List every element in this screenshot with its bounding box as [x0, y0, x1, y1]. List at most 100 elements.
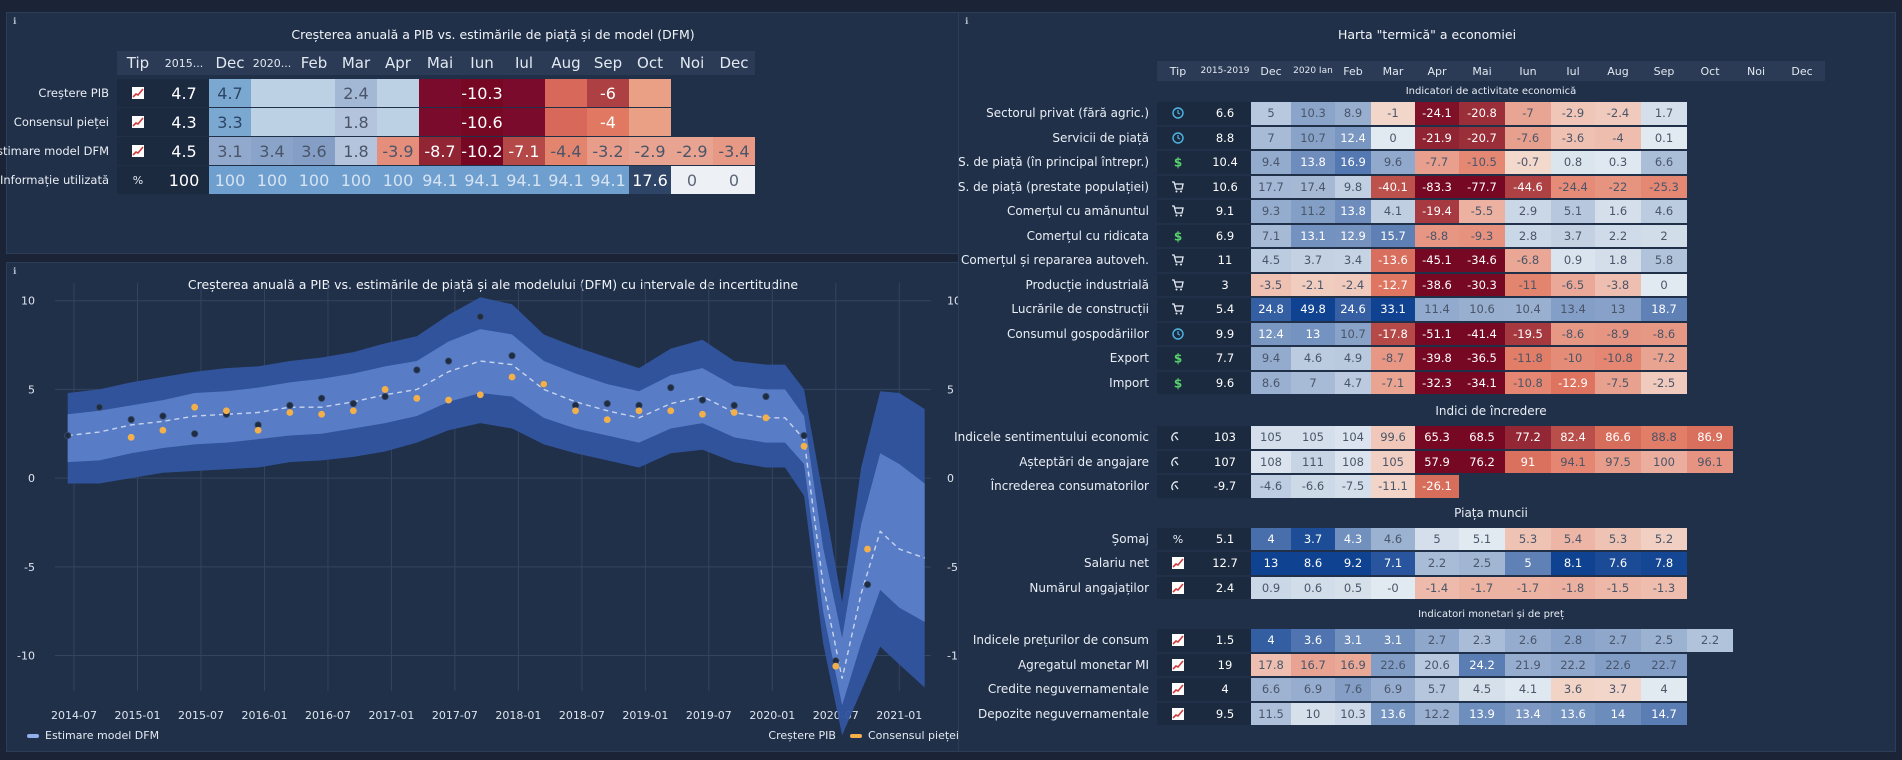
heatmap-cell[interactable]: 11.5 — [1251, 702, 1291, 725]
heatmap-cell[interactable]: 12.7 — [1199, 552, 1251, 575]
column-header[interactable]: Iun — [461, 51, 503, 75]
heatmap-cell[interactable]: 4 — [1641, 678, 1687, 701]
legend-label-consensus[interactable]: Consensul pieței — [867, 729, 959, 742]
heatmap-cell[interactable]: 4.1 — [1371, 200, 1415, 223]
column-header[interactable]: Apr — [377, 51, 419, 75]
heatmap-cell[interactable]: 2.2 — [1595, 224, 1641, 247]
heatmap-cell[interactable]: -2.5 — [1641, 371, 1687, 394]
heatmap-cell[interactable]: 100 — [1641, 450, 1687, 473]
heatmap-cell[interactable]: -40.1 — [1371, 175, 1415, 198]
heatmap-cell[interactable]: -7.5 — [1595, 371, 1641, 394]
heatmap-cell[interactable]: 2.2 — [1687, 629, 1733, 652]
heatmap-cell[interactable]: -7.2 — [1641, 347, 1687, 370]
heatmap-cell[interactable]: 5.8 — [1641, 249, 1687, 272]
table-cell[interactable]: 3.6 — [293, 137, 335, 165]
heatmap-cell[interactable]: 5.1 — [1459, 527, 1505, 550]
heatmap-cell[interactable]: 2.7 — [1595, 629, 1641, 652]
column-header[interactable]: Mar — [335, 51, 377, 75]
heatmap-cell[interactable]: 8.6 — [1251, 371, 1291, 394]
heatmap-cell[interactable]: 0 — [1371, 126, 1415, 149]
heatmap-cell[interactable]: 24.2 — [1459, 653, 1505, 676]
heatmap-cell[interactable]: 4 — [1251, 629, 1291, 652]
heatmap-cell[interactable]: 97.5 — [1595, 450, 1641, 473]
heatmap-cell[interactable]: -3.6 — [1551, 126, 1595, 149]
heatmap-cell[interactable]: -2.1 — [1291, 273, 1335, 296]
heatmap-cell[interactable]: 2.4 — [1199, 576, 1251, 599]
table-cell[interactable]: 94.1 — [503, 166, 545, 194]
heatmap-cell[interactable]: -2.4 — [1595, 102, 1641, 125]
heatmap-cell[interactable]: 5.1 — [1551, 200, 1595, 223]
heatmap-cell[interactable]: 10.7 — [1291, 126, 1335, 149]
heatmap-cell[interactable]: 1.5 — [1199, 629, 1251, 652]
heatmap-cell[interactable]: 17.4 — [1291, 175, 1335, 198]
heatmap-cell[interactable]: 3.7 — [1291, 527, 1335, 550]
heatmap-cell[interactable]: 7.8 — [1641, 552, 1687, 575]
heatmap-cell[interactable]: -24.1 — [1415, 102, 1459, 125]
table-cell[interactable] — [545, 108, 587, 136]
heatmap-cell[interactable]: -12.7 — [1371, 273, 1415, 296]
heatmap-cell[interactable]: 2.8 — [1551, 629, 1595, 652]
heatmap-cell[interactable]: -19.4 — [1415, 200, 1459, 223]
table-cell[interactable]: 94.1 — [419, 166, 461, 194]
heatmap-cell[interactable]: 13 — [1291, 322, 1335, 345]
table-cell[interactable]: 4.3 — [159, 108, 209, 136]
heatmap-cell[interactable]: 5.3 — [1505, 527, 1551, 550]
column-header[interactable]: Noi — [671, 51, 713, 75]
heatmap-cell[interactable]: 3.7 — [1551, 224, 1595, 247]
heatmap-cell[interactable]: 5.7 — [1415, 678, 1459, 701]
heatmap-cell[interactable]: -32.3 — [1415, 371, 1459, 394]
table-cell[interactable]: 94.1 — [461, 166, 503, 194]
heatmap-cell[interactable]: 0.8 — [1551, 151, 1595, 174]
heatmap-cell[interactable]: -8.9 — [1595, 322, 1641, 345]
heatmap-cell[interactable]: 12.2 — [1415, 702, 1459, 725]
table-cell[interactable]: 94.1 — [587, 166, 629, 194]
heatmap-cell[interactable]: 4.5 — [1251, 249, 1291, 272]
heatmap-cell[interactable]: 9.4 — [1251, 347, 1291, 370]
heatmap-cell[interactable]: 1.6 — [1595, 200, 1641, 223]
heatmap-cell[interactable]: 16.7 — [1291, 653, 1335, 676]
table-cell[interactable]: 3.4 — [251, 137, 293, 165]
table-cell[interactable] — [671, 108, 713, 136]
heatmap-column-header[interactable]: Sep — [1641, 61, 1687, 81]
table-cell[interactable] — [629, 79, 671, 107]
heatmap-cell[interactable]: 103 — [1199, 426, 1251, 449]
heatmap-cell[interactable]: -7.6 — [1505, 126, 1551, 149]
heatmap-cell[interactable]: 2.8 — [1505, 224, 1551, 247]
table-cell[interactable] — [713, 108, 755, 136]
heatmap-cell[interactable]: 3.7 — [1291, 249, 1335, 272]
column-header[interactable]: Tip — [117, 51, 159, 75]
heatmap-cell[interactable]: -1.4 — [1415, 576, 1459, 599]
column-header[interactable]: Mai — [419, 51, 461, 75]
table-cell[interactable] — [713, 79, 755, 107]
heatmap-cell[interactable]: 2.6 — [1505, 629, 1551, 652]
heatmap-cell[interactable]: -4.6 — [1251, 475, 1291, 498]
heatmap-cell[interactable]: -8.8 — [1415, 224, 1459, 247]
table-cell[interactable]: 1.8 — [335, 137, 377, 165]
heatmap-cell[interactable]: 10.6 — [1199, 175, 1251, 198]
table-cell[interactable]: -6 — [587, 79, 629, 107]
heatmap-cell[interactable]: -1.8 — [1551, 576, 1595, 599]
heatmap-cell[interactable]: 86.9 — [1687, 426, 1733, 449]
heatmap-column-header[interactable]: Dec — [1779, 61, 1825, 81]
heatmap-cell[interactable]: 10 — [1291, 702, 1335, 725]
heatmap-cell[interactable]: 7.6 — [1335, 678, 1371, 701]
table-cell[interactable]: 17.6 — [629, 166, 671, 194]
heatmap-cell[interactable]: -34.6 — [1459, 249, 1505, 272]
heatmap-cell[interactable]: -24.4 — [1551, 175, 1595, 198]
heatmap-column-header[interactable]: 2020 Ian — [1291, 61, 1335, 81]
heatmap-cell[interactable]: 10.6 — [1459, 298, 1505, 321]
heatmap-cell[interactable]: 49.8 — [1291, 298, 1335, 321]
heatmap-cell[interactable]: 22.6 — [1371, 653, 1415, 676]
heatmap-cell[interactable]: 24.8 — [1251, 298, 1291, 321]
heatmap-column-header[interactable]: Dec — [1251, 61, 1291, 81]
heatmap-cell[interactable]: -10.5 — [1459, 151, 1505, 174]
heatmap-cell[interactable]: 13.6 — [1551, 702, 1595, 725]
heatmap-cell[interactable]: 20.6 — [1415, 653, 1459, 676]
heatmap-cell[interactable]: 68.5 — [1459, 426, 1505, 449]
heatmap-column-header[interactable]: Tip — [1157, 61, 1199, 81]
heatmap-cell[interactable]: 8.8 — [1199, 126, 1251, 149]
heatmap-cell[interactable]: 4.3 — [1335, 527, 1371, 550]
heatmap-cell[interactable]: 2.3 — [1459, 629, 1505, 652]
table-cell[interactable]: 3.1 — [209, 137, 251, 165]
table-cell[interactable]: 94.1 — [545, 166, 587, 194]
